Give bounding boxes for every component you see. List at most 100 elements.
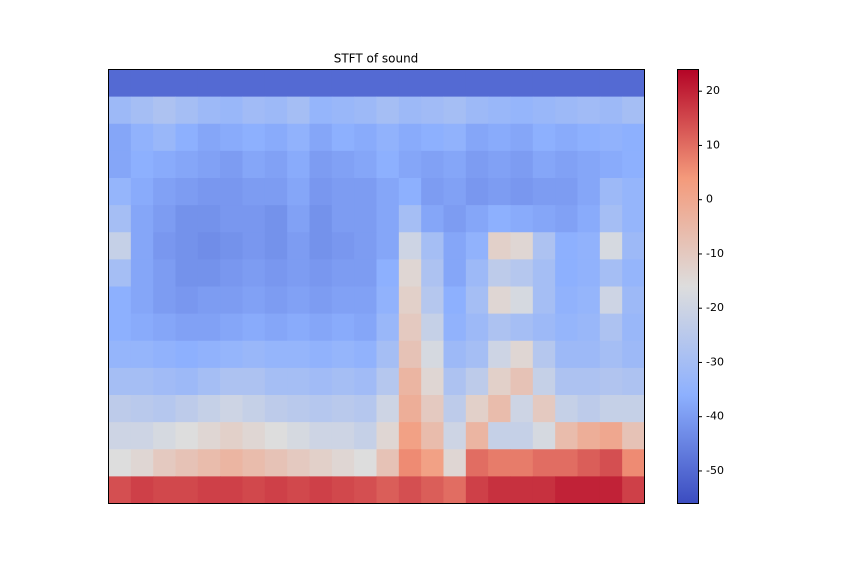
heatmap-cell: [555, 422, 578, 450]
heatmap-cell: [488, 340, 511, 369]
heatmap-cell: [421, 232, 444, 260]
heatmap-cell: [175, 340, 199, 369]
heatmap-cell: [264, 205, 288, 233]
heatmap-cell: [354, 123, 377, 152]
heatmap-cell: [465, 395, 489, 423]
heatmap-cell: [398, 449, 422, 477]
heatmap-cell: [622, 150, 645, 179]
heatmap-cell: [443, 395, 467, 423]
heatmap-cell: [242, 422, 266, 450]
heatmap-cell: [622, 340, 645, 369]
heatmap-cell: [599, 286, 623, 315]
heatmap-cell: [622, 123, 645, 152]
heatmap-cell: [287, 178, 310, 206]
heatmap-cell: [175, 395, 199, 423]
heatmap-cell: [577, 123, 601, 152]
heatmap-cell: [175, 449, 199, 477]
heatmap-cell: [599, 313, 623, 342]
heatmap-cell: [376, 340, 400, 369]
heatmap-cell: [488, 123, 511, 152]
heatmap-cell: [532, 449, 556, 477]
heatmap-cell: [510, 449, 534, 477]
heatmap-cell: [577, 367, 601, 396]
heatmap-cell: [264, 422, 288, 450]
heatmap-cell: [376, 178, 400, 206]
heatmap-cell: [130, 150, 154, 179]
heatmap-cell: [153, 313, 176, 342]
heatmap-cell: [331, 205, 355, 233]
heatmap-cell: [220, 232, 243, 260]
heatmap-cell: [376, 367, 400, 396]
heatmap-cell: [130, 96, 154, 125]
heatmap-cell: [443, 367, 467, 396]
heatmap-cell: [354, 367, 377, 396]
heatmap-cell: [398, 286, 422, 315]
heatmap-cell: [443, 313, 467, 342]
heatmap-cell: [130, 69, 154, 98]
heatmap-cell: [376, 150, 400, 179]
heatmap: [108, 69, 645, 504]
heatmap-cell: [197, 395, 221, 423]
heatmap-cell: [599, 422, 623, 450]
heatmap-cell: [398, 96, 422, 125]
heatmap-cell: [331, 69, 355, 98]
heatmap-cell: [622, 367, 645, 396]
heatmap-cell: [488, 367, 511, 396]
heatmap-cell: [309, 178, 333, 206]
heatmap-cell: [555, 69, 578, 98]
heatmap-cell: [175, 205, 199, 233]
heatmap-cell: [510, 69, 534, 98]
heatmap-cell: [555, 96, 578, 125]
heatmap-cell: [175, 150, 199, 179]
heatmap-cell: [443, 286, 467, 315]
heatmap-cell: [264, 395, 288, 423]
heatmap-cell: [331, 395, 355, 423]
colorbar-tick-label: -40: [706, 410, 724, 423]
heatmap-cell: [577, 259, 601, 287]
heatmap-cell: [242, 340, 266, 369]
heatmap-cell: [287, 340, 310, 369]
heatmap-cell: [398, 150, 422, 179]
heatmap-cell: [354, 286, 377, 315]
heatmap-cell: [421, 69, 444, 98]
heatmap-cell: [220, 178, 243, 206]
heatmap-cell: [130, 395, 154, 423]
heatmap-cell: [309, 313, 333, 342]
heatmap-cell: [532, 205, 556, 233]
heatmap-cell: [465, 178, 489, 206]
heatmap-cell: [197, 96, 221, 125]
heatmap-cell: [220, 96, 243, 125]
heatmap-cell: [220, 449, 243, 477]
heatmap-cell: [287, 96, 310, 125]
heatmap-cell: [197, 205, 221, 233]
heatmap-cell: [443, 123, 467, 152]
heatmap-cell: [555, 313, 578, 342]
heatmap-cell: [197, 259, 221, 287]
colorbar-tick-label: 20: [706, 84, 720, 97]
colorbar-tick-label: -10: [706, 247, 724, 260]
heatmap-cell: [577, 96, 601, 125]
heatmap-cell: [197, 367, 221, 396]
heatmap-cell: [130, 449, 154, 477]
heatmap-cell: [421, 449, 444, 477]
heatmap-cell: [264, 259, 288, 287]
heatmap-cell: [443, 422, 467, 450]
heatmap-cell: [220, 395, 243, 423]
heatmap-cell: [443, 205, 467, 233]
heatmap-cell: [108, 123, 132, 152]
heatmap-cell: [421, 96, 444, 125]
heatmap-cell: [488, 150, 511, 179]
heatmap-cell: [488, 259, 511, 287]
heatmap-cell: [220, 123, 243, 152]
heatmap-cell: [555, 150, 578, 179]
heatmap-cell: [465, 340, 489, 369]
heatmap-cell: [398, 422, 422, 450]
heatmap-cell: [287, 232, 310, 260]
heatmap-cell: [465, 313, 489, 342]
heatmap-cell: [443, 96, 467, 125]
heatmap-cell: [242, 205, 266, 233]
heatmap-cell: [599, 395, 623, 423]
heatmap-cell: [287, 259, 310, 287]
heatmap-cell: [264, 286, 288, 315]
heatmap-cell: [130, 476, 154, 504]
